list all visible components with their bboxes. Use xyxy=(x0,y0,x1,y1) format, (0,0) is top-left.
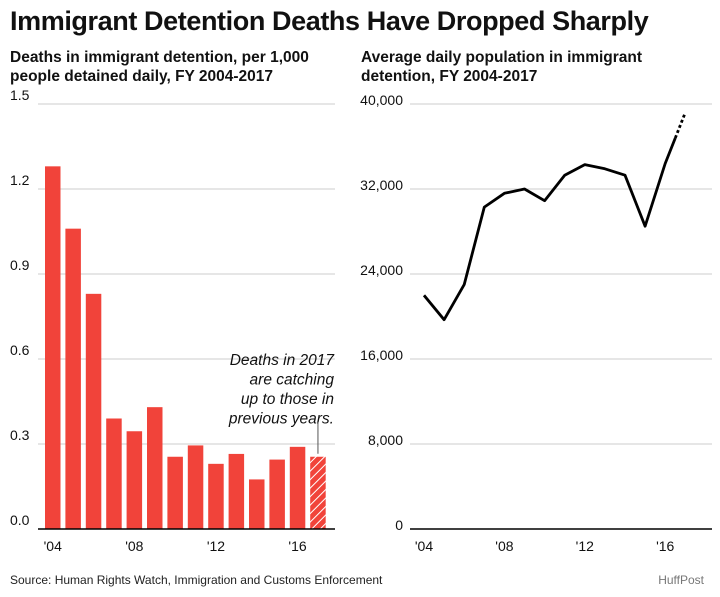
population-line-solid xyxy=(422,137,677,322)
population-line-chart: 0 8,000 16,000 24,000 32,000 40,000 '04 '08 '12 '… xyxy=(360,92,712,554)
left-chart-title-line-2: people detained daily, FY 2004-2017 xyxy=(10,68,274,85)
bar-2010 xyxy=(167,456,183,529)
bar-2016 xyxy=(289,446,306,529)
bar-2008 xyxy=(126,431,143,529)
bar-x-tick-label: '08 xyxy=(125,538,143,554)
line-y-tick-label: 40,000 xyxy=(360,92,403,108)
annotation-line: are catching xyxy=(250,372,335,389)
right-chart-title-line-2: detention, FY 2004-2017 xyxy=(361,68,538,85)
annotation-line: previous years. xyxy=(228,411,334,428)
left-chart-title: Deaths in immigrant detention, per 1,000… xyxy=(10,48,340,86)
bar-2015 xyxy=(269,459,285,529)
annotation-line: Deaths in 2017 xyxy=(230,352,336,369)
bar-2004 xyxy=(45,166,61,530)
population-line-dashed xyxy=(673,111,687,139)
publisher-credit: HuffPost xyxy=(658,573,704,587)
bar-y-tick-label: 0.9 xyxy=(10,257,30,273)
bar-y-tick-label: 0.6 xyxy=(10,342,30,358)
bar-2014 xyxy=(249,479,265,529)
bar-2007 xyxy=(106,418,122,529)
bar-x-tick-label: '12 xyxy=(207,538,225,554)
bar-2017 xyxy=(310,456,326,529)
bar-y-tick-label: 0.3 xyxy=(10,427,30,443)
bar-y-tick-label: 1.5 xyxy=(10,87,30,103)
bar-2012 xyxy=(208,463,224,529)
bar-y-tick-label: 1.2 xyxy=(10,172,30,188)
line-x-tick-label: '16 xyxy=(656,538,674,554)
bar-x-tick-label: '16 xyxy=(288,538,306,554)
bar-2006 xyxy=(85,293,102,529)
deaths-bar-chart: 0.0 0.3 0.6 0.9 1.2 1.5 '04 '08 '12 '16 Deaths in … xyxy=(10,87,335,554)
line-y-tick-label: 0 xyxy=(395,517,403,533)
bar-y-tick-label: 0.0 xyxy=(10,512,30,528)
line-y-tick-label: 24,000 xyxy=(360,262,403,278)
bar-2011 xyxy=(187,445,204,529)
right-chart-title: Average daily population in immigrant de… xyxy=(361,48,691,86)
line-y-tick-label: 8,000 xyxy=(368,432,403,448)
line-x-tick-label: '08 xyxy=(495,538,513,554)
annotation-line: up to those in xyxy=(241,391,334,408)
line-x-tick-label: '04 xyxy=(415,538,433,554)
bar-2013 xyxy=(228,453,245,529)
bar-2009 xyxy=(147,407,163,529)
source-note: Source: Human Rights Watch, Immigration … xyxy=(10,573,383,587)
left-chart-title-line-1: Deaths in immigrant detention, per 1,000 xyxy=(10,49,309,66)
bar-2005 xyxy=(65,228,81,529)
line-y-tick-label: 32,000 xyxy=(360,177,403,193)
right-chart-title-line-1: Average daily population in immigrant xyxy=(361,49,643,66)
line-y-tick-label: 16,000 xyxy=(360,347,403,363)
headline: Immigrant Detention Deaths Have Dropped … xyxy=(10,6,649,36)
line-x-tick-label: '12 xyxy=(576,538,594,554)
bar-x-tick-label: '04 xyxy=(44,538,62,554)
